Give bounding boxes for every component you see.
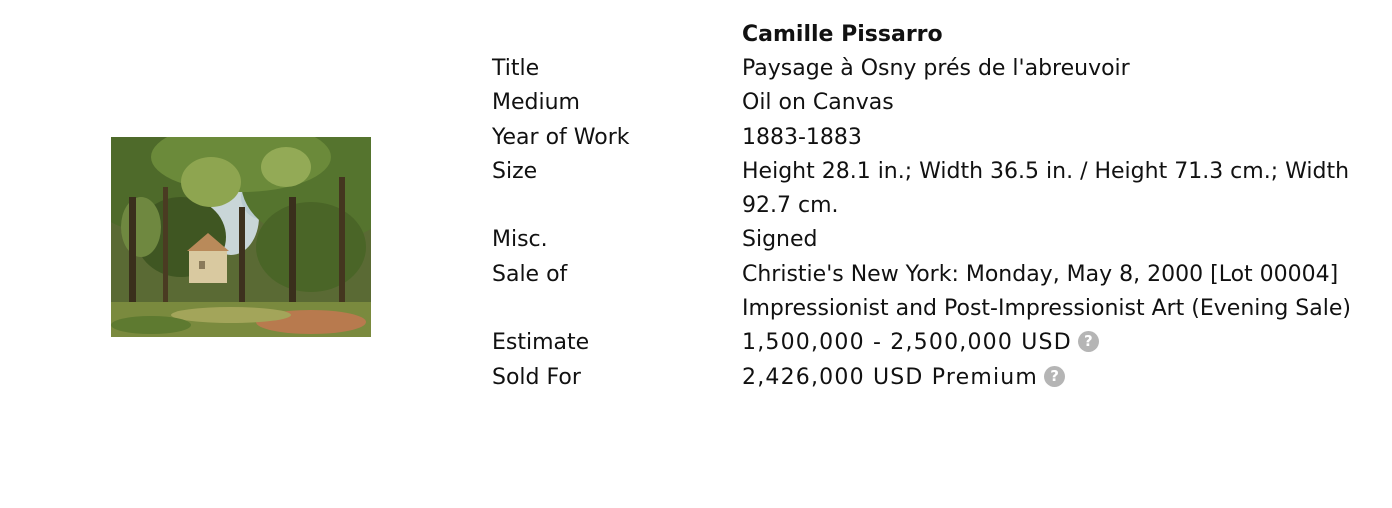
artwork-thumbnail[interactable] [111,137,371,337]
value-medium: Oil on Canvas [742,90,894,116]
sold-for-amount: 2,426,000 USD Premium [742,364,1039,390]
value-title: Paysage à Osny prés de l'abreuvoir [742,56,1130,81]
estimate-amount: 1,500,000 - 2,500,000 USD [742,330,1072,356]
row-misc: Misc. Signed [492,223,1362,257]
row-sold-for: Sold For 2,426,000 USD Premium? [492,361,1362,395]
row-sale: Sale of Christie's New York: Monday, May… [492,258,1362,327]
value-year: 1883-1883 [742,124,862,150]
value-estimate: 1,500,000 - 2,500,000 USD? [742,326,1362,360]
sale-name: Impressionist and Post-Impressionist Art… [742,296,1351,322]
row-size: Size Height 28.1 in.; Width 36.5 in. / H… [492,155,1362,224]
label-misc: Misc. [492,227,548,253]
value-sold-for: 2,426,000 USD Premium? [742,361,1362,395]
artist-name: Camille Pissarro [742,22,943,47]
label-title: Title [492,56,540,81]
row-medium: Medium Oil on Canvas [492,86,1362,120]
label-year: Year of Work [492,124,630,150]
value-size: Height 28.1 in.; Width 36.5 in. / Height… [742,158,1350,219]
question-circle-icon[interactable]: ? [1044,365,1066,387]
row-year: Year of Work 1883-1883 [492,121,1362,155]
value-sale: Christie's New York: Monday, May 8, 2000… [742,258,1362,327]
sale-house-lot: Christie's New York: Monday, May 8, 2000… [742,261,1339,287]
row-estimate: Estimate 1,500,000 - 2,500,000 USD? [492,326,1362,360]
label-size: Size [492,158,538,184]
value-misc: Signed [742,227,818,253]
question-circle-icon[interactable]: ? [1077,331,1099,353]
label-sale: Sale of [492,261,568,287]
label-sold-for: Sold For [492,364,581,390]
label-estimate: Estimate [492,330,590,356]
artwork-details: Camille Pissarro Title Paysage à Osny pr… [492,18,1372,395]
label-medium: Medium [492,90,580,116]
details-table: Title Paysage à Osny prés de l'abreuvoir… [492,52,1362,395]
row-title: Title Paysage à Osny prés de l'abreuvoir [492,52,1362,86]
artwork-image [111,137,371,337]
